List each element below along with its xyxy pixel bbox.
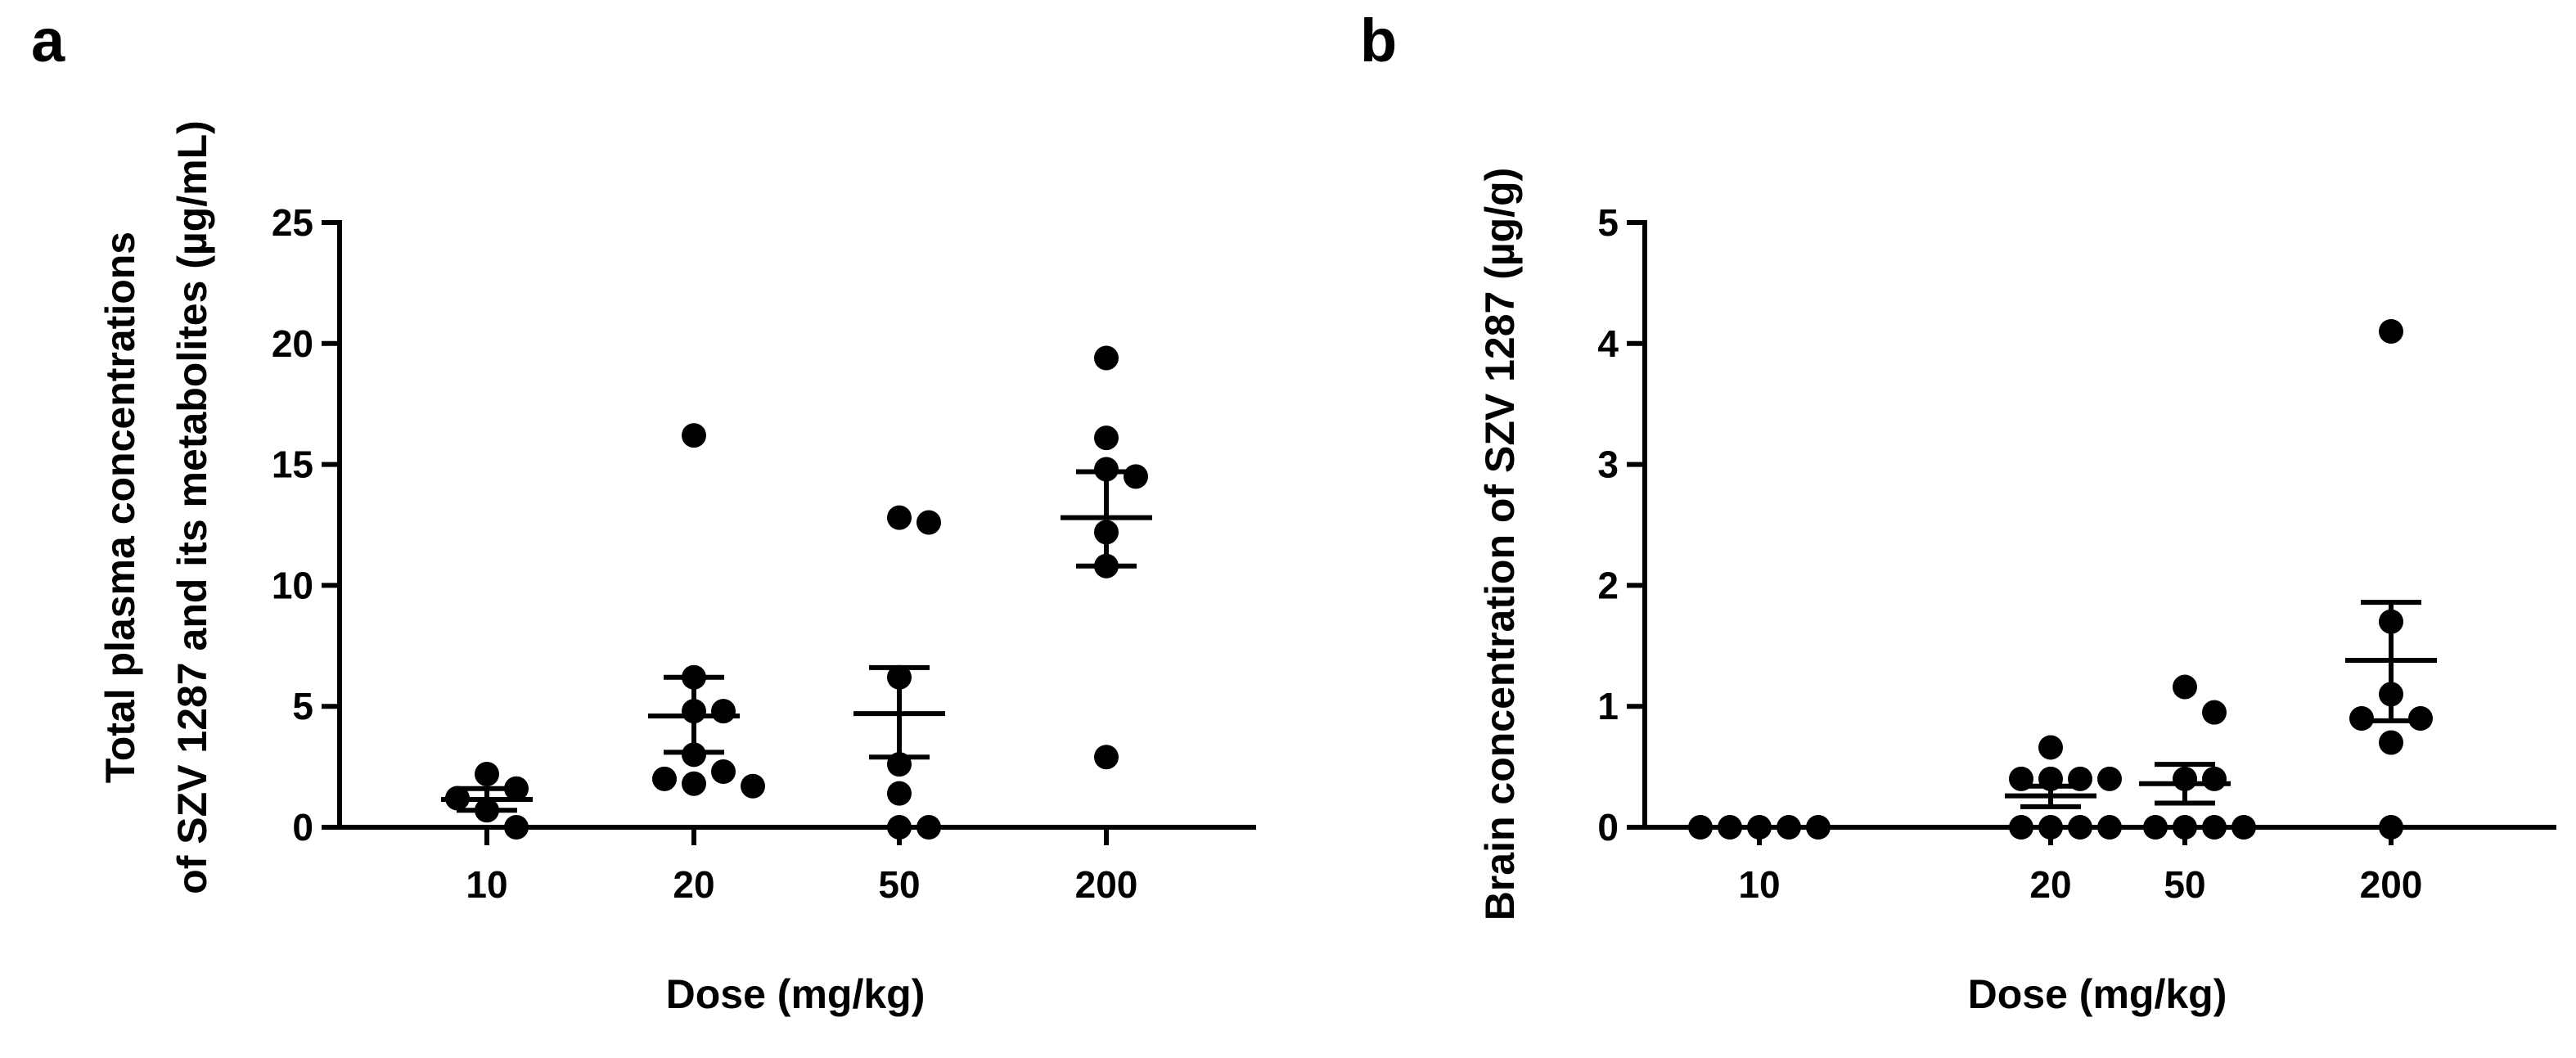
y-axis-label-line1: Total plasma concentrations [97, 232, 143, 783]
y-tick-label: 3 [1597, 443, 1619, 486]
plot-area-a: 0 5 10 15 20 25 10 20 50 200 [272, 201, 1256, 906]
data-point [711, 699, 736, 724]
data-point [2202, 766, 2227, 791]
data-point [682, 423, 706, 448]
data-point [2379, 815, 2403, 840]
data-point [1094, 425, 1119, 451]
data-point [2143, 815, 2168, 840]
y-tick-label: 10 [272, 564, 313, 606]
y-tick-label: 20 [272, 322, 313, 365]
panel-b: b Brain concentration of SZV 1287 (µg/g)… [1360, 7, 2556, 1017]
data-point [887, 815, 912, 840]
x-tick-label: 50 [2164, 863, 2205, 906]
x-axis-label: Dose (mg/kg) [1968, 971, 2227, 1017]
data-point [682, 771, 706, 796]
data-point [741, 773, 765, 799]
y-tick-label: 5 [1597, 201, 1619, 244]
data-point [887, 781, 912, 806]
x-tick-label: 50 [878, 863, 920, 906]
y-axis-label-line2: of SZV 1287 and its metabolites (µg/mL) [169, 120, 215, 894]
x-tick-label: 10 [466, 863, 507, 906]
panel-label-b: b [1360, 7, 1397, 74]
data-point [1094, 745, 1119, 770]
data-point [1806, 815, 1831, 840]
data-point [1094, 345, 1119, 371]
data-point [2231, 815, 2256, 840]
x-tick-label: 10 [1738, 863, 1780, 906]
data-point [2379, 319, 2403, 344]
plot-area-b: 0 1 2 3 4 5 10 20 50 200 [1597, 201, 2556, 906]
data-point [504, 815, 529, 840]
data-point [1688, 815, 1713, 840]
data-point [1124, 464, 1148, 489]
data-point [652, 766, 677, 791]
data-point [2009, 815, 2033, 840]
y-tick-label: 15 [272, 443, 313, 486]
panel-a: a Total plasma concentrations of SZV 128… [31, 7, 1256, 1017]
x-tick-label: 200 [2360, 863, 2423, 906]
data-point [2379, 730, 2403, 755]
data-point [2097, 815, 2122, 840]
y-tick-label: 25 [272, 201, 313, 244]
y-tick-label: 0 [1597, 806, 1619, 849]
data-point [2097, 766, 2122, 791]
panel-label-a: a [31, 7, 65, 74]
data-point [2173, 674, 2197, 700]
data-point [2173, 815, 2197, 840]
data-point [475, 761, 499, 786]
data-point [711, 759, 736, 785]
x-tick-label: 200 [1075, 863, 1138, 906]
x-tick-label: 20 [2029, 863, 2071, 906]
x-tick-label: 20 [673, 863, 714, 906]
x-axis-label: Dose (mg/kg) [666, 971, 925, 1017]
data-point [887, 505, 912, 530]
data-point [2068, 815, 2092, 840]
y-tick-label: 4 [1597, 322, 1619, 365]
y-tick-label: 2 [1597, 564, 1619, 606]
y-axis-label: Brain concentration of SZV 1287 (µg/g) [1477, 168, 1523, 921]
y-tick-label: 5 [292, 685, 313, 727]
data-point [916, 510, 941, 535]
y-tick-label: 1 [1597, 685, 1619, 727]
data-point [2038, 815, 2063, 840]
data-point [2038, 735, 2063, 760]
y-tick-label: 0 [292, 806, 313, 849]
data-point [2202, 700, 2227, 725]
data-point [2202, 815, 2227, 840]
data-point [916, 815, 941, 840]
